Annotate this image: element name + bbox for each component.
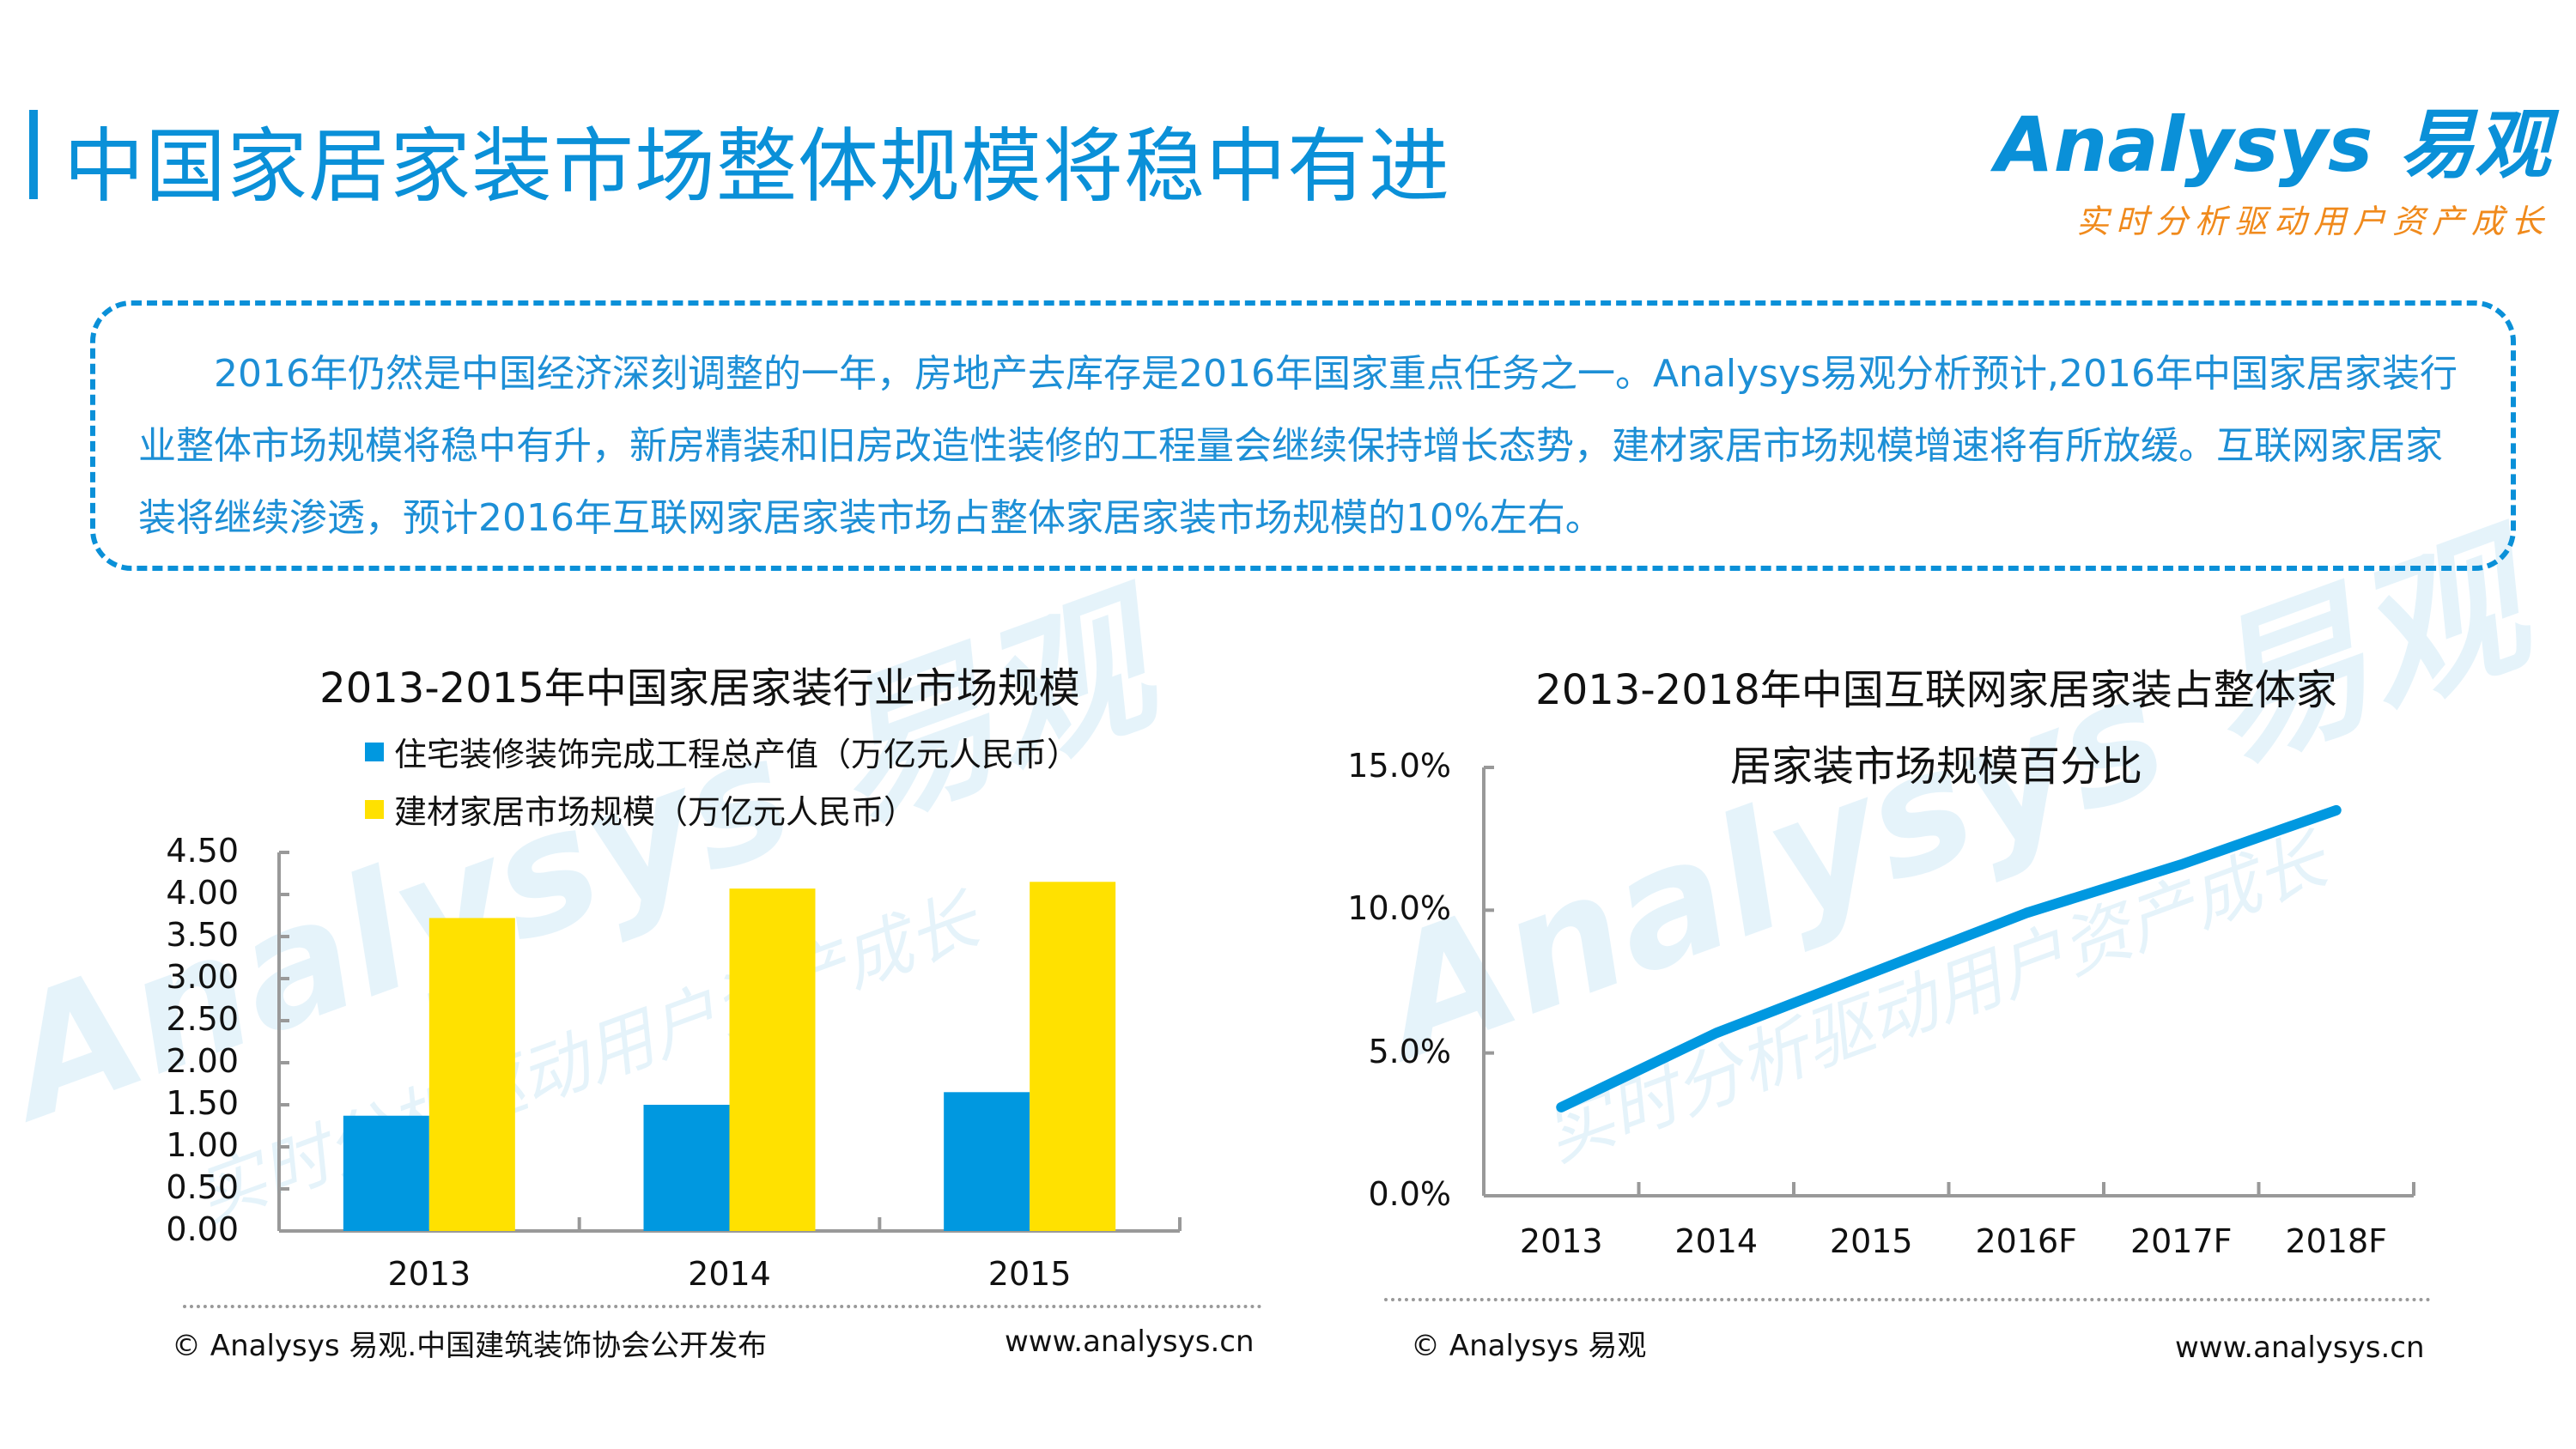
title-accent-bar	[29, 110, 38, 199]
right-divider	[1384, 1298, 2431, 1301]
line-chart-title-1: 2013-2018年中国互联网家居家装占整体家	[1535, 666, 2337, 714]
legend-swatch-blue	[365, 742, 384, 761]
legend-item-series-2: 建材家居市场规模（万亿元人民币）	[365, 785, 916, 833]
bar-chart-title: 2013-2015年中国家居家装行业市场规模	[319, 664, 1080, 712]
y-tick-label: 10.0%	[1347, 889, 1451, 928]
line-series-1	[1556, 804, 2342, 1113]
y-tick-label: 2.50	[166, 1000, 239, 1038]
bar-2013-series-1	[343, 1115, 429, 1231]
y-tick-label: 2.00	[166, 1042, 239, 1080]
page-title: 中国家居家装市场整体规模将稳中有进	[64, 120, 1451, 214]
y-tick-label: 4.00	[166, 874, 239, 912]
left-source: © Analysys 易观.中国建筑装饰协会公开发布	[172, 1329, 768, 1363]
x-tick-label: 2013	[387, 1255, 471, 1293]
bar-2015-series-1	[944, 1092, 1030, 1231]
legend-label: 建材家居市场规模（万亿元人民币）	[394, 793, 917, 831]
bar-2014-series-2	[729, 888, 816, 1231]
bar-2015-series-2	[1030, 882, 1116, 1231]
y-tick-label: 0.50	[166, 1168, 239, 1206]
logo-slogan: 实时分析驱动用户资产成长	[2075, 203, 2550, 240]
intro-callout-box: 2016年仍然是中国经济深刻调整的一年，房地产去库存是2016年国家重点任务之一…	[90, 300, 2516, 571]
y-tick-label: 0.0%	[1368, 1175, 1451, 1213]
x-tick-label: 2016F	[1975, 1222, 2078, 1260]
right-source: © Analysys 易观	[1411, 1329, 1647, 1363]
y-tick-label: 4.50	[166, 832, 239, 870]
left-url: www.analysys.cn	[1005, 1325, 1255, 1359]
line-chart-title-2: 居家装市场规模百分比	[1729, 743, 2142, 791]
y-tick-label: 1.00	[166, 1126, 239, 1164]
bar-2014-series-1	[643, 1105, 730, 1231]
x-tick-label: 2017F	[2129, 1222, 2233, 1260]
y-tick-label: 5.0%	[1368, 1032, 1451, 1070]
right-url: www.analysys.cn	[2175, 1331, 2425, 1365]
legend-label: 住宅装修装饰完成工程总产值（万亿元人民币）	[394, 736, 1080, 773]
left-divider	[183, 1305, 1262, 1308]
logo-wordmark: Analysys 易观	[1995, 100, 2550, 189]
x-tick-label: 2015	[1829, 1222, 1913, 1260]
x-tick-label: 2014	[688, 1255, 771, 1293]
x-tick-label: 2018F	[2285, 1222, 2388, 1260]
x-tick-label: 2015	[987, 1255, 1072, 1293]
bar-2013-series-2	[428, 918, 515, 1231]
y-tick-label: 15.0%	[1347, 747, 1451, 785]
y-tick-label: 3.00	[166, 958, 239, 996]
y-tick-label: 0.00	[166, 1210, 239, 1248]
y-tick-label: 3.50	[166, 916, 239, 954]
y-tick-label: 1.50	[166, 1084, 239, 1122]
x-tick-label: 2013	[1519, 1222, 1603, 1260]
legend-item-series-1: 住宅装修装饰完成工程总产值（万亿元人民币）	[365, 728, 1079, 775]
analysys-logo: Analysys 易观 实时分析驱动用户资产成长	[1996, 84, 2550, 242]
legend-swatch-yellow	[365, 799, 384, 819]
intro-text: 2016年仍然是中国经济深刻调整的一年，房地产去库存是2016年国家重点任务之一…	[138, 352, 2458, 540]
x-tick-label: 2014	[1674, 1222, 1759, 1260]
